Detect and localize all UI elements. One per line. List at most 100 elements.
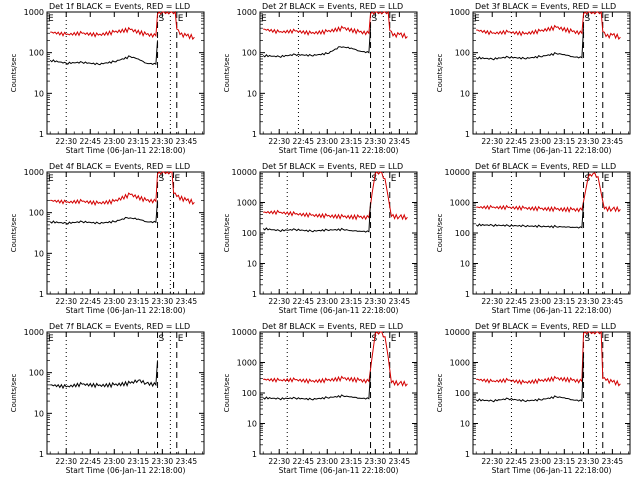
plot-frame: [259, 171, 418, 295]
y-tick-label: 10: [247, 420, 257, 429]
y-tick-label: 1000: [450, 8, 470, 17]
x-tick-label: 22:30: [268, 457, 290, 466]
x-tick-label: 22:45: [505, 457, 527, 466]
y-axis-label: Counts/sec: [223, 54, 231, 93]
x-tick-label: 22:30: [55, 297, 77, 306]
chart-svg: Det 6f BLACK = Events, RED = LLD 1 10 100 10…: [436, 162, 631, 315]
chart-svg: Det 8f BLACK = Events, RED = LLD 1 10 100 10…: [223, 322, 418, 475]
y-axis-label: Counts/sec: [436, 214, 444, 253]
x-tick-label: 22:30: [55, 137, 77, 146]
y-tick-label: 10: [34, 249, 44, 258]
x-tick-label: 23:00: [316, 297, 338, 306]
x-tick-label: 23:30: [152, 297, 174, 306]
marker-label: E: [48, 14, 54, 24]
y-tick-label: 100: [29, 49, 44, 58]
y-tick-label: 100: [29, 209, 44, 218]
series-line-events: [49, 200, 158, 225]
marker-label: E: [178, 334, 184, 344]
x-axis-label: Start Time (06-Jan-11 22:18:00): [279, 466, 399, 475]
x-tick-label: 23:00: [103, 297, 125, 306]
marker-label: E: [474, 14, 480, 24]
x-tick-label: 23:45: [389, 457, 411, 466]
x-tick-label: 23:45: [176, 297, 198, 306]
plot-frame: [259, 11, 418, 135]
x-tick-label: 23:30: [365, 137, 387, 146]
x-tick-label: 23:00: [103, 137, 125, 146]
y-tick-label: 1: [465, 290, 470, 299]
y-tick-label: 100: [242, 389, 257, 398]
series-line-events: [475, 28, 584, 61]
y-axis-label: Counts/sec: [10, 374, 18, 413]
x-tick-label: 23:45: [389, 137, 411, 146]
chart-title: Det 2f BLACK = Events, RED = LLD: [262, 2, 403, 11]
x-tick-label: 22:30: [55, 457, 77, 466]
chart-panel: Det 1f BLACK = Events, RED = LLD 1 10 100 10…: [0, 0, 213, 160]
y-tick-label: 1000: [24, 328, 44, 337]
y-tick-label: 100: [455, 229, 470, 238]
marker-label: E: [48, 174, 54, 184]
chart-title: Det 4f BLACK = Events, RED = LLD: [49, 162, 190, 171]
y-axis-label: Counts/sec: [223, 374, 231, 413]
y-tick-label: 1: [39, 130, 44, 139]
plot-frame: [46, 171, 205, 295]
y-tick-label: 10: [247, 89, 257, 98]
x-tick-label: 23:15: [554, 137, 576, 146]
y-tick-label: 10: [460, 260, 470, 269]
chart-panel: Det 7f BLACK = Events, RED = LLD 1 10 100 10…: [0, 320, 213, 480]
series-line-lld: [263, 10, 408, 40]
x-tick-label: 23:45: [602, 457, 624, 466]
chart-panel: Det 6f BLACK = Events, RED = LLD 1 10 100 10…: [426, 160, 639, 320]
y-tick-label: 1: [465, 450, 470, 459]
chart-svg: Det 7f BLACK = Events, RED = LLD 1 10 100 10…: [10, 322, 205, 475]
x-tick-label: 23:15: [341, 137, 363, 146]
y-tick-label: 1: [39, 450, 44, 459]
y-tick-label: 1000: [237, 8, 257, 17]
series-line-events: [262, 28, 371, 59]
chart-title: Det 3f BLACK = Events, RED = LLD: [475, 2, 616, 11]
y-tick-label: 10000: [445, 168, 470, 177]
series-line-lld: [50, 10, 195, 41]
x-tick-label: 23:00: [529, 457, 551, 466]
x-tick-label: 22:45: [505, 297, 527, 306]
chart-panel: Det 3f BLACK = Events, RED = LLD 1 10 100 10…: [426, 0, 639, 160]
y-tick-label: 10000: [445, 328, 470, 337]
chart-svg: Det 3f BLACK = Events, RED = LLD 1 10 100 10…: [436, 2, 631, 155]
x-tick-label: 22:45: [292, 457, 314, 466]
x-tick-label: 23:45: [602, 297, 624, 306]
chart-title: Det 6f BLACK = Events, RED = LLD: [475, 162, 616, 171]
x-tick-label: 22:45: [292, 297, 314, 306]
plot-frame: [46, 11, 205, 135]
y-tick-label: 100: [29, 369, 44, 378]
x-tick-label: 23:15: [128, 297, 150, 306]
chart-title: Det 7f BLACK = Events, RED = LLD: [49, 322, 190, 331]
marker-label: E: [48, 334, 54, 344]
series-line-events: [262, 202, 371, 233]
chart-panel: Det 4f BLACK = Events, RED = LLD 1 10 100 10…: [0, 160, 213, 320]
plot-frame: [259, 331, 418, 455]
x-tick-label: 23:30: [365, 457, 387, 466]
x-tick-label: 23:15: [554, 297, 576, 306]
chart-svg: Det 9f BLACK = Events, RED = LLD 1 10 100 10…: [436, 322, 631, 475]
marker-label: E: [178, 14, 184, 24]
y-tick-label: 10: [460, 420, 470, 429]
marker-label: E: [604, 174, 610, 184]
series-line-events: [49, 40, 158, 66]
x-tick-label: 23:15: [554, 457, 576, 466]
x-tick-label: 22:45: [505, 137, 527, 146]
marker-label: S: [372, 14, 378, 24]
plot-frame: [472, 331, 631, 455]
x-tick-label: 23:30: [578, 457, 600, 466]
x-tick-label: 23:30: [152, 137, 174, 146]
x-tick-label: 22:30: [481, 137, 503, 146]
x-tick-label: 23:30: [365, 297, 387, 306]
marker-label: S: [159, 334, 165, 344]
x-tick-label: 23:30: [152, 457, 174, 466]
chart-svg: Det 5f BLACK = Events, RED = LLD 1 10 100 10…: [223, 162, 418, 315]
y-tick-label: 100: [242, 49, 257, 58]
marker-label: E: [391, 174, 397, 184]
y-tick-label: 10: [460, 89, 470, 98]
series-line-lld: [50, 171, 195, 207]
y-tick-label: 1: [252, 450, 257, 459]
series-line-events: [475, 202, 584, 229]
